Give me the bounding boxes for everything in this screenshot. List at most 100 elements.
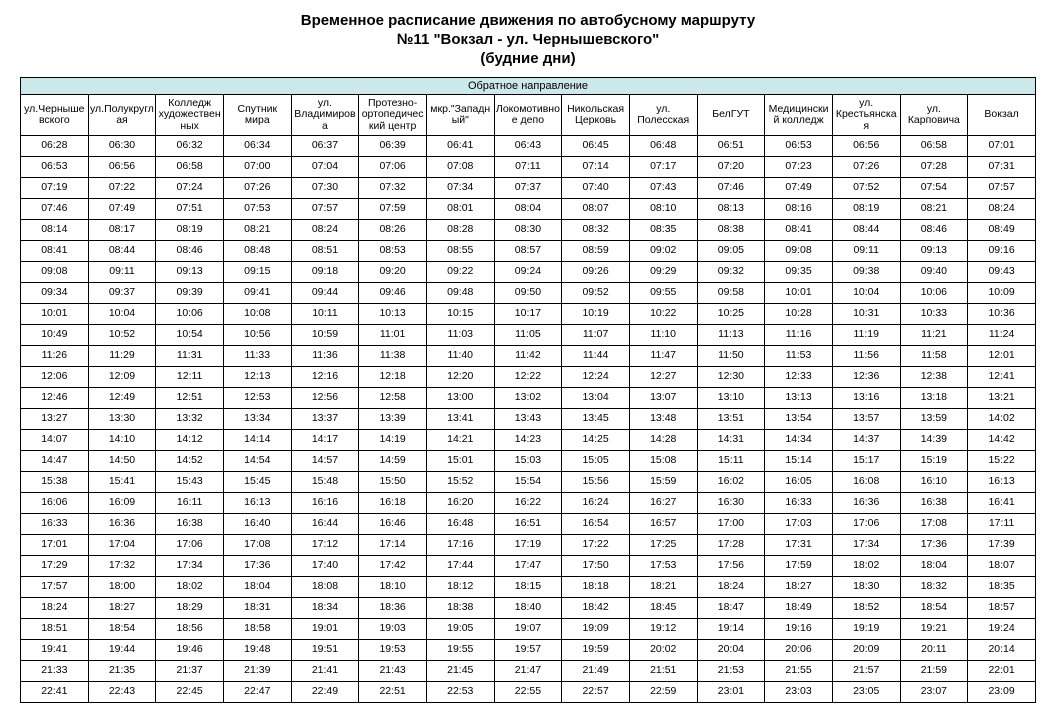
- time-cell: 13:57: [832, 409, 900, 430]
- time-cell: 16:36: [88, 514, 156, 535]
- time-cell: 14:25: [562, 430, 630, 451]
- time-cell: 17:57: [21, 577, 89, 598]
- time-cell: 13:32: [156, 409, 224, 430]
- table-row: 16:0616:0916:1116:1316:1616:1816:2016:22…: [21, 493, 1036, 514]
- time-cell: 17:00: [697, 514, 765, 535]
- time-cell: 08:21: [900, 199, 968, 220]
- time-cell: 06:51: [697, 136, 765, 157]
- time-cell: 18:38: [426, 598, 494, 619]
- time-cell: 15:05: [562, 451, 630, 472]
- table-row: 19:4119:4419:4619:4819:5119:5319:5519:57…: [21, 640, 1036, 661]
- time-cell: 10:17: [494, 304, 562, 325]
- time-cell: 10:36: [968, 304, 1036, 325]
- time-cell: 07:28: [900, 157, 968, 178]
- time-cell: 16:40: [223, 514, 291, 535]
- time-cell: 18:35: [968, 577, 1036, 598]
- time-cell: 10:08: [223, 304, 291, 325]
- time-cell: 17:42: [359, 556, 427, 577]
- time-cell: 12:49: [88, 388, 156, 409]
- time-cell: 11:38: [359, 346, 427, 367]
- time-cell: 18:32: [900, 577, 968, 598]
- time-cell: 14:31: [697, 430, 765, 451]
- stop-header: ул.Чернышевского: [21, 95, 89, 136]
- time-cell: 08:01: [426, 199, 494, 220]
- time-cell: 16:38: [156, 514, 224, 535]
- time-cell: 19:55: [426, 640, 494, 661]
- table-row: 21:3321:3521:3721:3921:4121:4321:4521:47…: [21, 661, 1036, 682]
- time-cell: 19:19: [832, 619, 900, 640]
- stop-header: мкр."Западный": [426, 95, 494, 136]
- time-cell: 21:35: [88, 661, 156, 682]
- table-row: 09:0809:1109:1309:1509:1809:2009:2209:24…: [21, 262, 1036, 283]
- time-cell: 16:10: [900, 472, 968, 493]
- time-cell: 17:36: [900, 535, 968, 556]
- time-cell: 11:42: [494, 346, 562, 367]
- time-cell: 09:15: [223, 262, 291, 283]
- time-cell: 10:09: [968, 283, 1036, 304]
- table-row: 13:2713:3013:3213:3413:3713:3913:4113:43…: [21, 409, 1036, 430]
- time-cell: 07:59: [359, 199, 427, 220]
- time-cell: 19:59: [562, 640, 630, 661]
- time-cell: 16:54: [562, 514, 630, 535]
- time-cell: 17:28: [697, 535, 765, 556]
- time-cell: 15:17: [832, 451, 900, 472]
- time-cell: 16:08: [832, 472, 900, 493]
- time-cell: 07:37: [494, 178, 562, 199]
- time-cell: 15:11: [697, 451, 765, 472]
- time-cell: 14:37: [832, 430, 900, 451]
- time-cell: 14:23: [494, 430, 562, 451]
- time-cell: 14:54: [223, 451, 291, 472]
- time-cell: 19:01: [291, 619, 359, 640]
- time-cell: 08:44: [832, 220, 900, 241]
- time-cell: 18:51: [21, 619, 89, 640]
- table-row: 18:5118:5418:5618:5819:0119:0319:0519:07…: [21, 619, 1036, 640]
- time-cell: 16:57: [629, 514, 697, 535]
- time-cell: 13:02: [494, 388, 562, 409]
- time-cell: 22:59: [629, 682, 697, 703]
- time-cell: 06:56: [88, 157, 156, 178]
- time-cell: 18:45: [629, 598, 697, 619]
- time-cell: 17:04: [88, 535, 156, 556]
- time-cell: 12:56: [291, 388, 359, 409]
- time-cell: 09:38: [832, 262, 900, 283]
- time-cell: 20:04: [697, 640, 765, 661]
- time-cell: 21:57: [832, 661, 900, 682]
- time-cell: 20:06: [765, 640, 833, 661]
- time-cell: 10:52: [88, 325, 156, 346]
- time-cell: 12:09: [88, 367, 156, 388]
- time-cell: 21:33: [21, 661, 89, 682]
- time-cell: 10:25: [697, 304, 765, 325]
- time-cell: 22:45: [156, 682, 224, 703]
- time-cell: 09:22: [426, 262, 494, 283]
- time-cell: 08:59: [562, 241, 630, 262]
- time-cell: 15:56: [562, 472, 630, 493]
- time-cell: 07:26: [832, 157, 900, 178]
- time-cell: 18:58: [223, 619, 291, 640]
- time-cell: 09:13: [900, 241, 968, 262]
- time-cell: 17:40: [291, 556, 359, 577]
- time-cell: 13:59: [900, 409, 968, 430]
- time-cell: 09:20: [359, 262, 427, 283]
- time-cell: 23:03: [765, 682, 833, 703]
- time-cell: 10:01: [765, 283, 833, 304]
- time-cell: 11:05: [494, 325, 562, 346]
- time-cell: 09:50: [494, 283, 562, 304]
- table-row: 12:4612:4912:5112:5312:5612:5813:0013:02…: [21, 388, 1036, 409]
- time-cell: 11:07: [562, 325, 630, 346]
- time-cell: 19:41: [21, 640, 89, 661]
- time-cell: 16:20: [426, 493, 494, 514]
- time-cell: 19:44: [88, 640, 156, 661]
- time-cell: 10:28: [765, 304, 833, 325]
- time-cell: 07:54: [900, 178, 968, 199]
- time-cell: 07:19: [21, 178, 89, 199]
- time-cell: 17:06: [156, 535, 224, 556]
- time-cell: 10:56: [223, 325, 291, 346]
- time-cell: 10:31: [832, 304, 900, 325]
- time-cell: 15:14: [765, 451, 833, 472]
- time-cell: 10:04: [832, 283, 900, 304]
- time-cell: 18:02: [156, 577, 224, 598]
- table-row: 06:5306:5606:5807:0007:0407:0607:0807:11…: [21, 157, 1036, 178]
- time-cell: 08:49: [968, 220, 1036, 241]
- time-cell: 06:34: [223, 136, 291, 157]
- time-cell: 22:43: [88, 682, 156, 703]
